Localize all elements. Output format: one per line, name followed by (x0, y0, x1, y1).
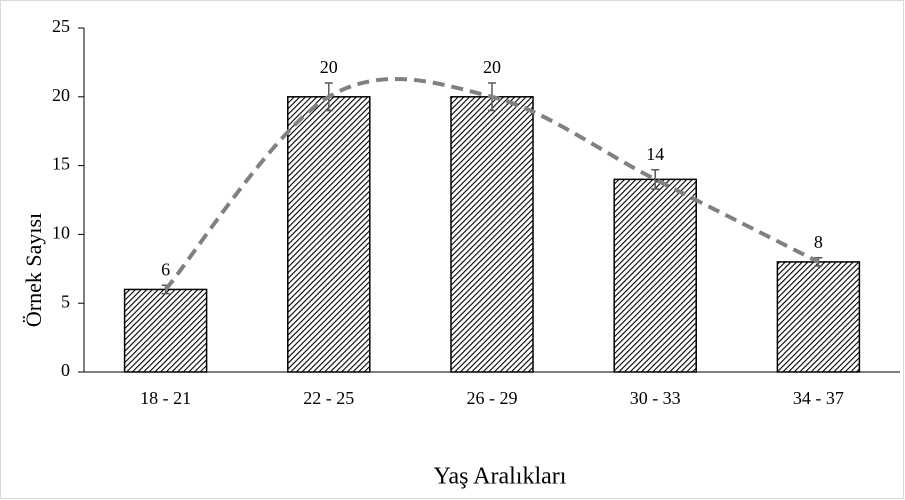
bar (450, 96, 534, 373)
y-tick-label: 10 (52, 223, 70, 243)
y-tick-label: 20 (52, 85, 70, 105)
error-bar (651, 168, 660, 190)
x-tick-label: 26 - 29 (467, 388, 518, 408)
x-tick-label: 30 - 33 (630, 388, 681, 408)
y-tick-label: 5 (61, 291, 70, 311)
bar (123, 288, 208, 373)
bar (776, 261, 861, 373)
x-axis-label: Yaş Aralıkları (434, 464, 567, 490)
y-tick-label: 15 (52, 154, 70, 174)
data-label: 20 (320, 57, 338, 77)
data-label: 14 (646, 144, 664, 164)
y-tick-label: 0 (61, 360, 70, 380)
bar (613, 178, 697, 373)
y-tick-label: 25 (52, 16, 70, 36)
x-tick-label: 22 - 25 (303, 388, 354, 408)
data-label: 6 (161, 259, 170, 279)
x-tick-label: 34 - 37 (793, 388, 844, 408)
y-axis-label: Örnek Sayısı (21, 213, 46, 327)
data-label: 20 (483, 57, 501, 77)
data-label: 8 (814, 232, 823, 252)
x-tick-label: 18 - 21 (140, 388, 191, 408)
bar (287, 96, 371, 373)
